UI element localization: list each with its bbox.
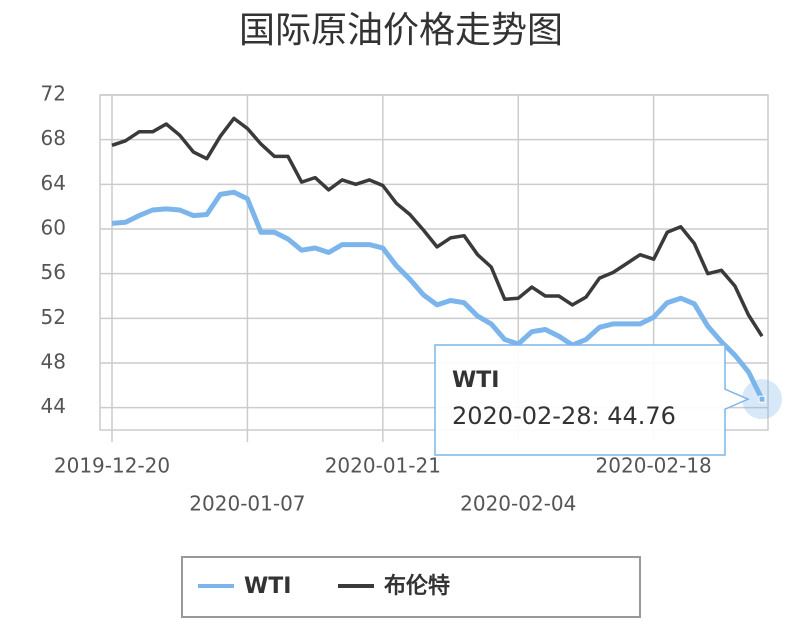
legend: WTI 布伦特 bbox=[198, 573, 450, 599]
legend-label: 布伦特 bbox=[384, 573, 450, 599]
chart-title: 国际原油价格走势图 bbox=[239, 10, 563, 51]
y-tick-label: 52 bbox=[41, 305, 66, 329]
y-tick-label: 44 bbox=[41, 394, 66, 418]
hover-marker bbox=[758, 395, 766, 403]
legend-box bbox=[181, 556, 641, 618]
lines bbox=[111, 116, 765, 401]
y-tick-label: 56 bbox=[41, 260, 66, 284]
y-tick-label: 72 bbox=[41, 82, 66, 106]
x-tick-label: 2020-02-04 bbox=[460, 492, 576, 516]
y-tick-label: 68 bbox=[41, 126, 66, 150]
x-tick-label: 2020-02-18 bbox=[596, 454, 712, 478]
series-line bbox=[111, 116, 764, 338]
tooltip-series: WTI bbox=[452, 368, 499, 393]
tooltip-box bbox=[434, 344, 750, 456]
y-tick-label: 64 bbox=[41, 171, 66, 195]
x-tick-label: 2020-01-07 bbox=[189, 492, 305, 516]
legend-label: WTI bbox=[244, 574, 291, 599]
y-tick-label: 60 bbox=[41, 216, 66, 240]
x-tick-label: 2019-12-20 bbox=[54, 454, 170, 478]
tooltip: WTI 2020-02-28: 44.76 bbox=[434, 344, 782, 456]
series-line bbox=[111, 189, 765, 401]
x-tick-label: 2020-01-21 bbox=[325, 454, 441, 478]
y-tick-label: 48 bbox=[41, 350, 66, 374]
tooltip-text: 2020-02-28: 44.76 bbox=[452, 402, 676, 430]
